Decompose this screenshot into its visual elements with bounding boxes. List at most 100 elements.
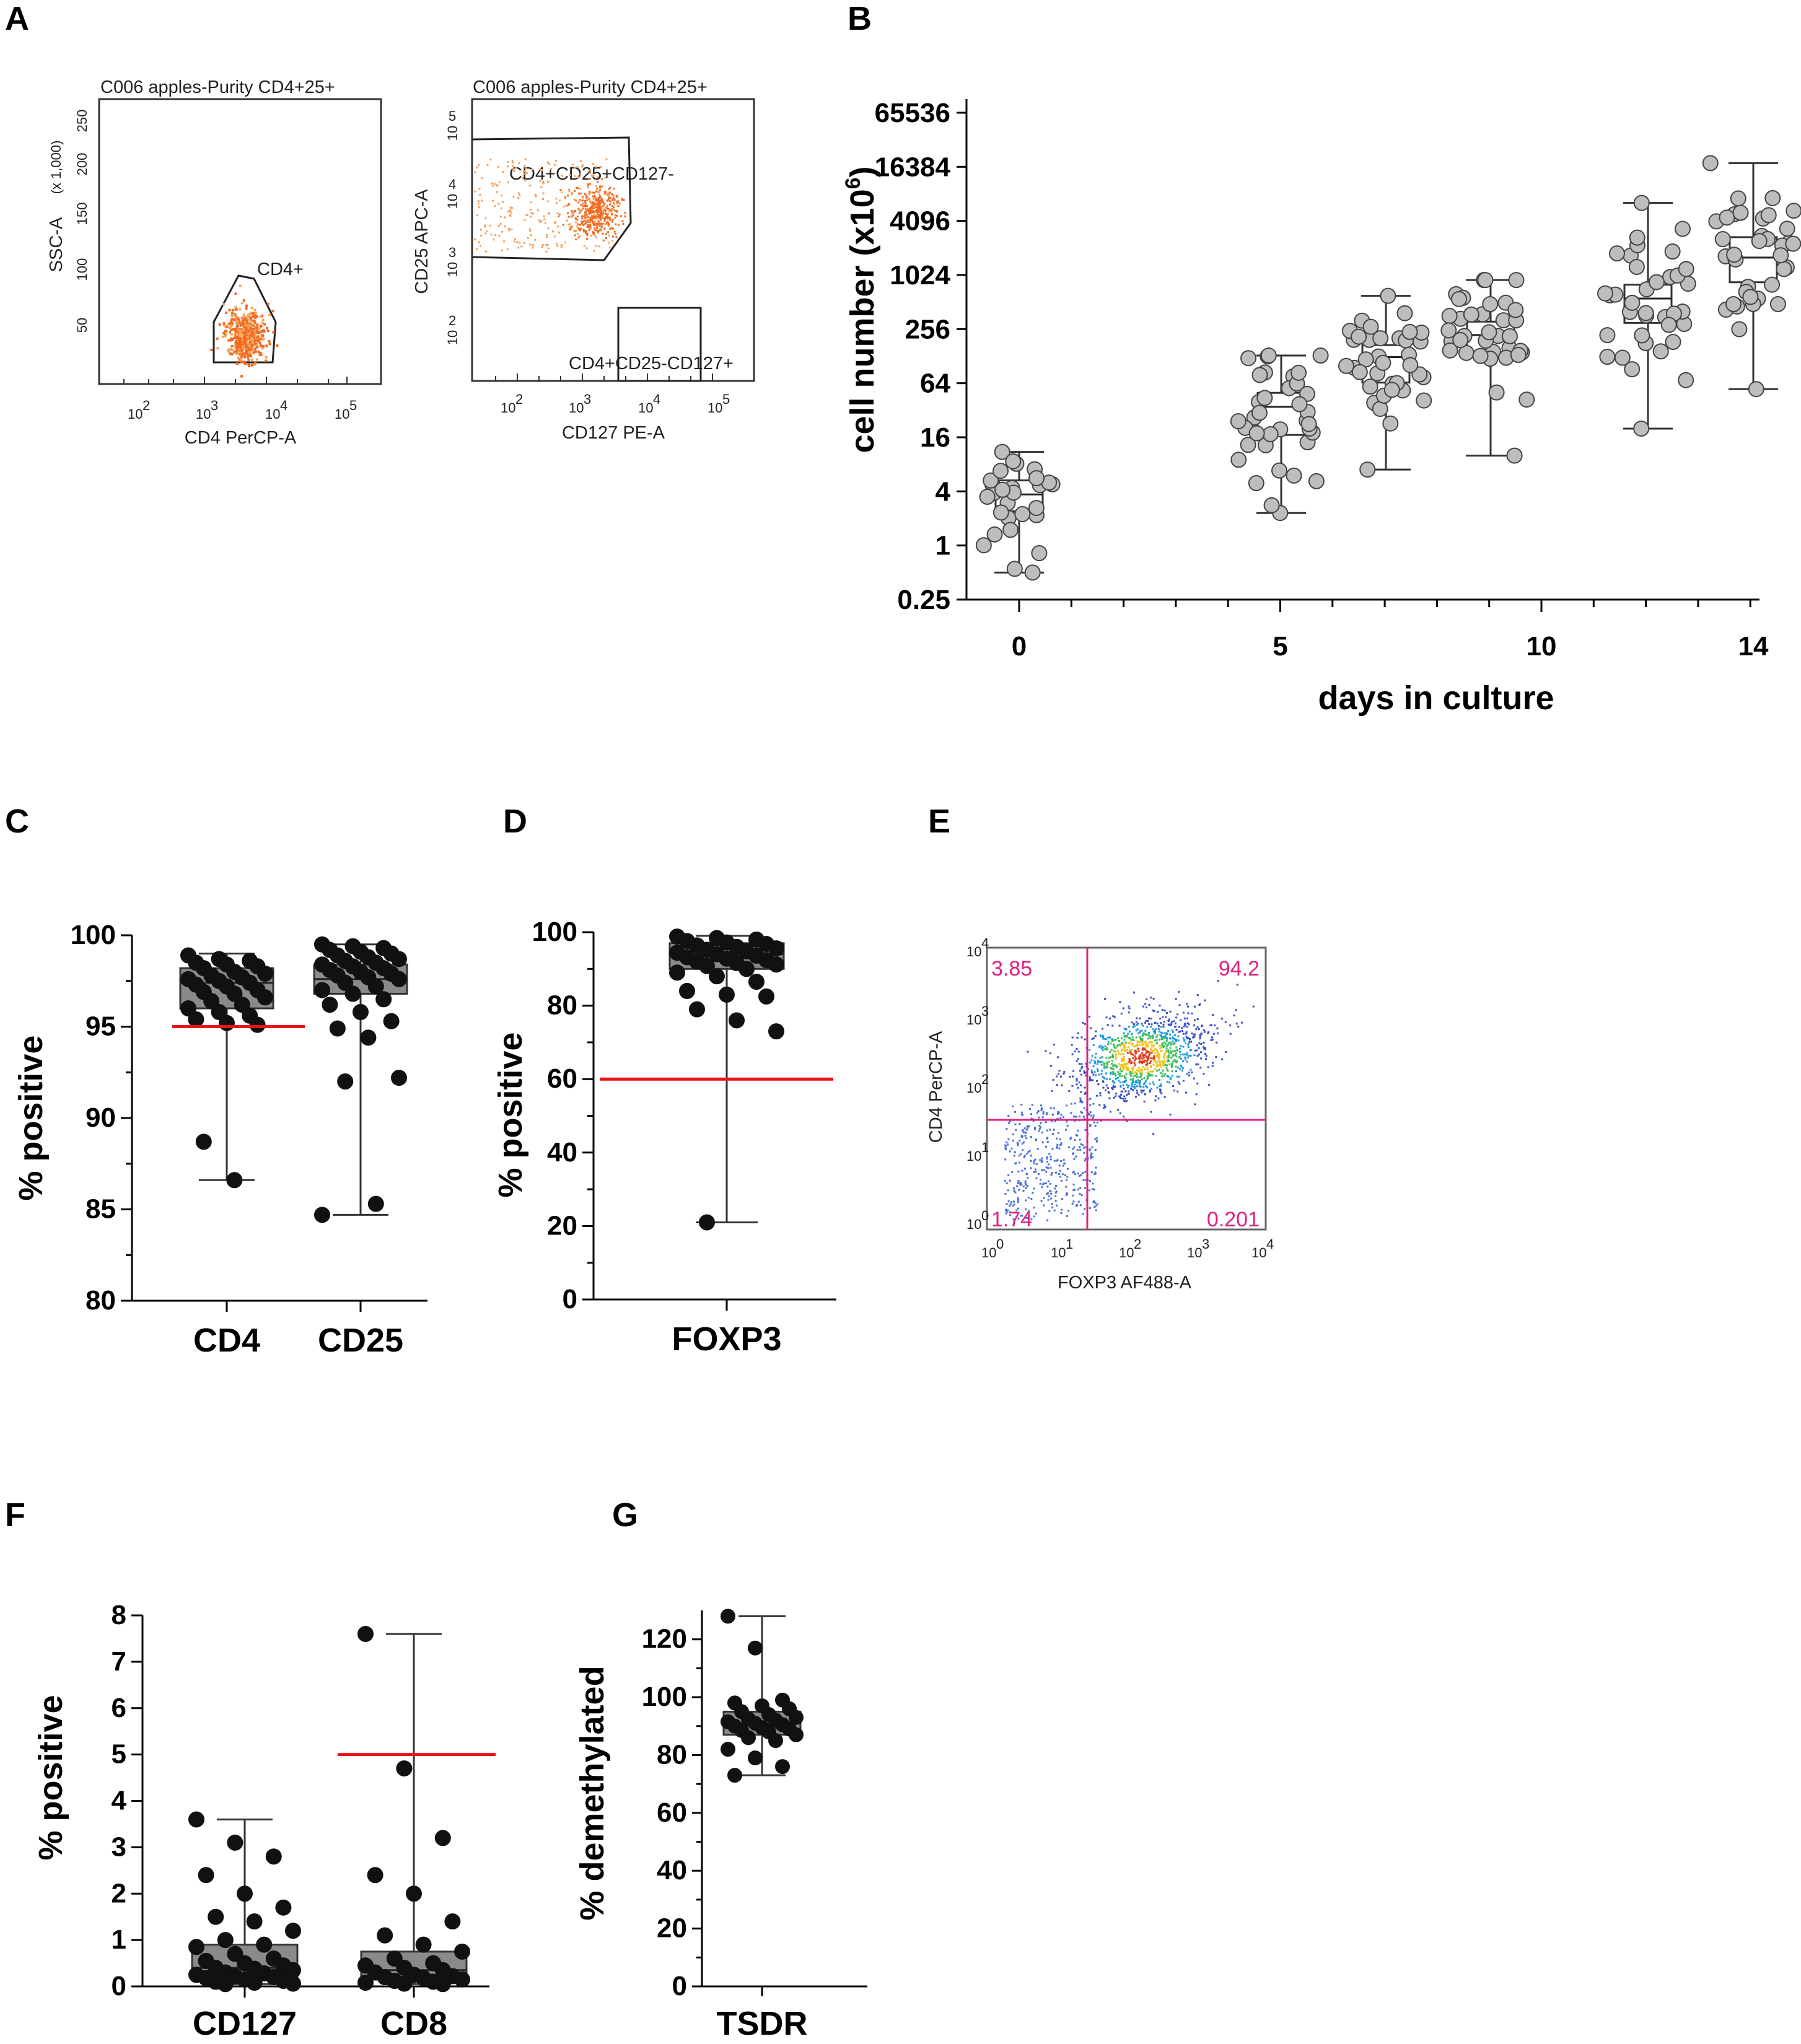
flow-dot bbox=[1099, 1034, 1102, 1037]
flow-dot bbox=[1148, 1053, 1150, 1055]
flow-tick-base: 10 bbox=[708, 400, 722, 416]
flow-dot bbox=[1006, 1203, 1008, 1205]
flow-dot bbox=[616, 209, 618, 212]
data-point bbox=[1714, 231, 1731, 248]
flow-dot bbox=[1113, 1081, 1116, 1084]
flow-dot bbox=[1236, 984, 1238, 986]
data-point bbox=[1312, 347, 1329, 364]
flow-dot bbox=[1175, 1016, 1178, 1019]
flow-dot bbox=[1124, 1098, 1127, 1100]
flow-dot bbox=[1160, 1065, 1162, 1068]
flow-dot bbox=[1154, 1021, 1157, 1024]
flow-dot bbox=[1049, 1065, 1052, 1067]
flow-dot bbox=[257, 331, 260, 334]
y-tick-label: 6 bbox=[112, 1693, 126, 1723]
flow-dot bbox=[1056, 1112, 1059, 1115]
flow-dot bbox=[598, 225, 601, 227]
flow-dot bbox=[618, 224, 620, 227]
flow-dot bbox=[517, 247, 520, 249]
flow-dot bbox=[242, 320, 245, 323]
data-point bbox=[1351, 328, 1367, 345]
flow-dot bbox=[610, 201, 612, 203]
data-point bbox=[396, 1760, 413, 1777]
flow-dot bbox=[593, 250, 595, 252]
flow-dot bbox=[1066, 1193, 1068, 1195]
data-point bbox=[391, 951, 407, 967]
flow-dot bbox=[1025, 1173, 1028, 1175]
flow-dot bbox=[569, 226, 572, 229]
flow-dot bbox=[605, 207, 608, 209]
flow-dot bbox=[546, 181, 549, 183]
flow-dot bbox=[590, 210, 593, 212]
flow-dot bbox=[1165, 1037, 1168, 1039]
flow-dot bbox=[231, 348, 234, 351]
flow-dot bbox=[603, 227, 606, 229]
flow-dot bbox=[532, 212, 534, 215]
flow-dot bbox=[1123, 1044, 1126, 1046]
flow-dot bbox=[620, 215, 622, 217]
flow-dot bbox=[1162, 1026, 1165, 1028]
flow-dot bbox=[1015, 1129, 1017, 1131]
flow-dot bbox=[567, 204, 569, 207]
flow-dot bbox=[1158, 1054, 1160, 1057]
flow-dot bbox=[227, 322, 230, 325]
flow-dot bbox=[1089, 1049, 1091, 1051]
data-point bbox=[1608, 245, 1625, 262]
flow-dot bbox=[262, 337, 265, 340]
flow-dot bbox=[1099, 1057, 1102, 1059]
flow-dot bbox=[1093, 1206, 1096, 1208]
flow-dot bbox=[599, 185, 602, 188]
flow-dot bbox=[561, 191, 563, 193]
flow-dot bbox=[1063, 1071, 1066, 1073]
flow-dot bbox=[556, 245, 559, 247]
flow-dot bbox=[1077, 1173, 1079, 1175]
flow-tick-base: 10 bbox=[1187, 1245, 1202, 1260]
flow-dot bbox=[592, 195, 594, 198]
flow-dot bbox=[1115, 1053, 1118, 1055]
flow-dot bbox=[1092, 1201, 1095, 1203]
flow-dot bbox=[540, 186, 543, 188]
flow-dot bbox=[1160, 1060, 1163, 1063]
flow-dot bbox=[230, 320, 233, 323]
data-point bbox=[1678, 372, 1694, 388]
flow-dot bbox=[577, 175, 580, 178]
flow-dot bbox=[1131, 1033, 1133, 1035]
flow-dot bbox=[1022, 1149, 1024, 1151]
flow-dot bbox=[1155, 1039, 1158, 1041]
flow-dot bbox=[1069, 1075, 1071, 1078]
flow-dot bbox=[1112, 1071, 1115, 1073]
flow-dot bbox=[239, 332, 242, 335]
flow-dot bbox=[261, 329, 265, 332]
flow-dot bbox=[253, 342, 256, 345]
flow-dot bbox=[584, 204, 586, 207]
flow-dot bbox=[1179, 1050, 1181, 1053]
y-tick-label: 80 bbox=[547, 990, 577, 1021]
flow-dot bbox=[515, 167, 517, 169]
flow-dot bbox=[1204, 1047, 1206, 1049]
flow-dot bbox=[1173, 1037, 1176, 1040]
flow-dot bbox=[1080, 1073, 1082, 1076]
flow-dot bbox=[237, 321, 240, 324]
flow-dot bbox=[1155, 1028, 1157, 1030]
flow-dot bbox=[547, 200, 550, 203]
flow-dot bbox=[1128, 1030, 1131, 1033]
flow-dot bbox=[1056, 1146, 1058, 1149]
flow-dot bbox=[1030, 1136, 1032, 1138]
flow-dot bbox=[1053, 1209, 1056, 1212]
flow-a-left-ytick: 250 bbox=[74, 110, 90, 133]
flow-dot bbox=[1159, 1004, 1161, 1007]
flow-dot bbox=[566, 219, 568, 222]
flow-dot bbox=[534, 194, 537, 196]
flow-dot bbox=[1195, 1093, 1198, 1096]
flow-dot bbox=[1146, 1075, 1149, 1078]
flow-dot bbox=[1025, 1129, 1028, 1131]
flow-dot bbox=[1186, 1052, 1188, 1054]
flow-dot bbox=[1110, 1072, 1112, 1074]
flow-dot bbox=[590, 203, 592, 205]
flow-a-right-gate-pos-label: CD4+CD25+CD127- bbox=[509, 164, 674, 184]
flow-dot bbox=[588, 221, 590, 224]
flow-dot bbox=[1041, 1131, 1043, 1133]
flow-dot bbox=[1094, 1138, 1097, 1140]
flow-dot bbox=[1144, 1033, 1147, 1036]
flow-dot bbox=[1172, 1050, 1174, 1052]
